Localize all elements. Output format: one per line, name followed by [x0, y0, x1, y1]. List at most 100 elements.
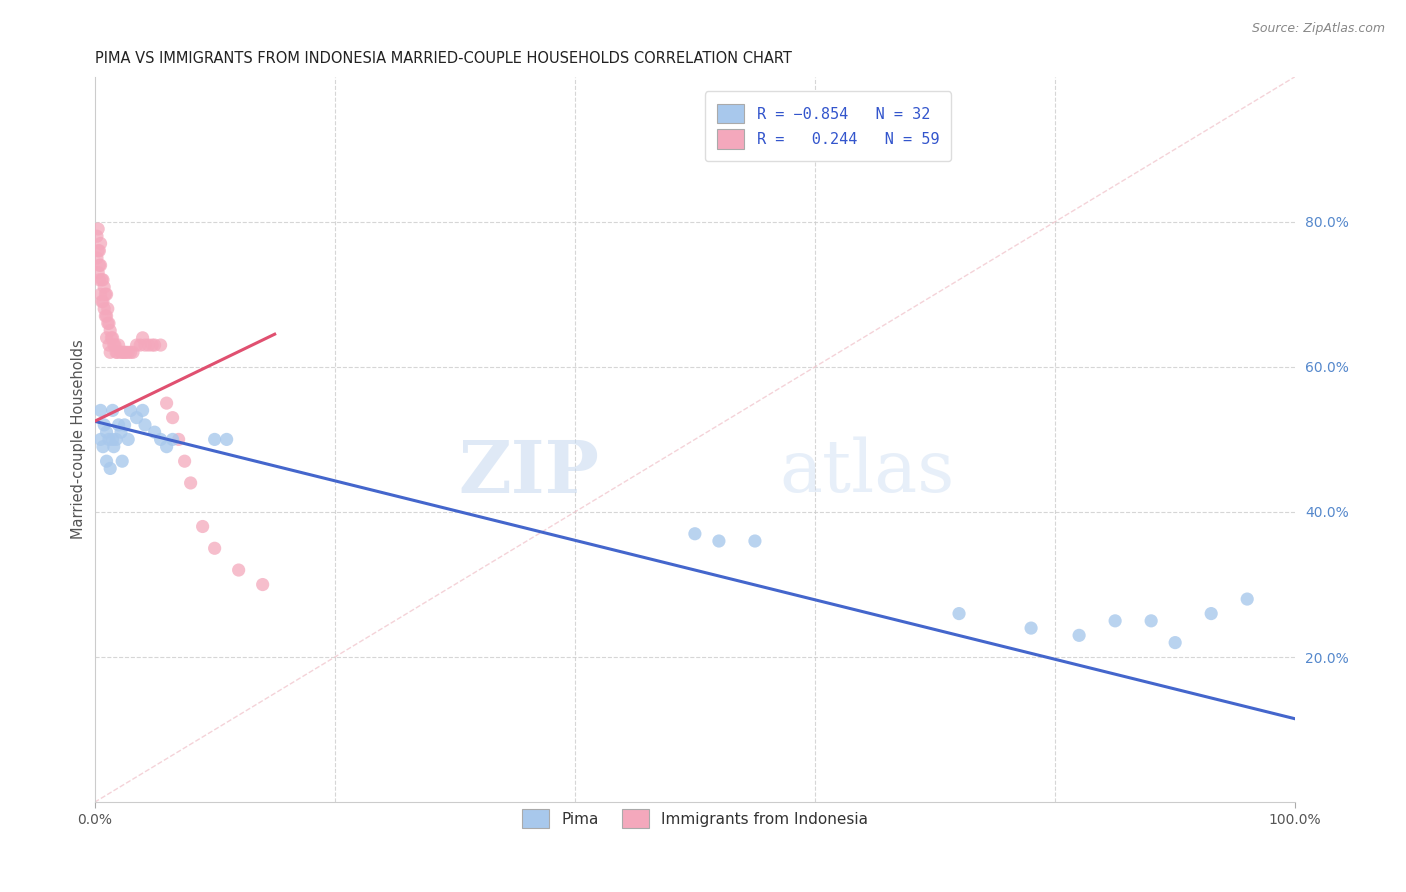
Point: [683, 526, 706, 541]
Point: [98, 316, 121, 330]
Y-axis label: Married-couple Households: Married-couple Households: [72, 340, 86, 540]
Point: [86, 229, 108, 244]
Point: [91, 294, 114, 309]
Point: [707, 534, 730, 549]
Point: [125, 338, 148, 352]
Point: [98, 433, 121, 447]
Point: [143, 425, 166, 439]
Point: [143, 338, 166, 352]
Point: [114, 345, 136, 359]
Point: [204, 541, 226, 556]
Point: [93, 280, 115, 294]
Point: [156, 396, 179, 410]
Point: [1199, 607, 1222, 621]
Text: ZIP: ZIP: [458, 436, 599, 508]
Point: [117, 345, 139, 359]
Point: [1019, 621, 1042, 635]
Point: [89, 258, 111, 272]
Point: [105, 345, 128, 359]
Text: Source: ZipAtlas.com: Source: ZipAtlas.com: [1251, 22, 1385, 36]
Point: [100, 331, 122, 345]
Point: [93, 417, 115, 432]
Point: [141, 338, 163, 352]
Point: [98, 324, 121, 338]
Point: [167, 433, 190, 447]
Point: [129, 338, 152, 352]
Point: [114, 417, 136, 432]
Point: [117, 433, 139, 447]
Point: [191, 519, 214, 533]
Point: [98, 461, 121, 475]
Point: [120, 345, 142, 359]
Point: [180, 475, 202, 490]
Text: PIMA VS IMMIGRANTS FROM INDONESIA MARRIED-COUPLE HOUSEHOLDS CORRELATION CHART: PIMA VS IMMIGRANTS FROM INDONESIA MARRIE…: [94, 51, 792, 66]
Point: [105, 345, 128, 359]
Legend: Pima, Immigrants from Indonesia: Pima, Immigrants from Indonesia: [516, 803, 875, 835]
Point: [97, 316, 120, 330]
Point: [131, 403, 153, 417]
Point: [1140, 614, 1163, 628]
Point: [97, 301, 120, 316]
Point: [104, 338, 127, 352]
Point: [101, 403, 124, 417]
Point: [96, 287, 118, 301]
Point: [744, 534, 766, 549]
Point: [98, 338, 121, 352]
Point: [86, 251, 108, 265]
Point: [1236, 592, 1258, 607]
Point: [103, 338, 125, 352]
Text: atlas: atlas: [779, 437, 955, 508]
Point: [111, 454, 134, 468]
Point: [91, 273, 114, 287]
Point: [110, 425, 132, 439]
Point: [138, 338, 160, 352]
Point: [89, 244, 111, 258]
Point: [228, 563, 250, 577]
Point: [173, 454, 195, 468]
Point: [107, 338, 129, 352]
Point: [215, 433, 238, 447]
Point: [149, 433, 172, 447]
Point: [93, 301, 115, 316]
Point: [1164, 635, 1187, 649]
Point: [90, 273, 112, 287]
Point: [122, 345, 145, 359]
Point: [90, 287, 112, 301]
Point: [96, 425, 118, 439]
Point: [96, 331, 118, 345]
Point: [101, 331, 124, 345]
Point: [1069, 628, 1091, 642]
Point: [90, 294, 112, 309]
Point: [162, 433, 184, 447]
Point: [134, 417, 156, 432]
Point: [87, 244, 110, 258]
Point: [96, 309, 118, 323]
Point: [103, 440, 125, 454]
Point: [114, 345, 136, 359]
Point: [96, 454, 118, 468]
Point: [111, 345, 134, 359]
Point: [90, 433, 112, 447]
Point: [94, 287, 117, 301]
Point: [149, 338, 172, 352]
Point: [98, 345, 121, 359]
Point: [110, 345, 132, 359]
Point: [89, 273, 111, 287]
Point: [156, 440, 179, 454]
Point: [162, 410, 184, 425]
Point: [87, 222, 110, 236]
Point: [204, 433, 226, 447]
Point: [87, 266, 110, 280]
Point: [252, 577, 274, 591]
Point: [91, 440, 114, 454]
Point: [90, 403, 112, 417]
Point: [120, 403, 142, 417]
Point: [134, 338, 156, 352]
Point: [125, 410, 148, 425]
Point: [948, 607, 970, 621]
Point: [94, 309, 117, 323]
Point: [105, 433, 128, 447]
Point: [90, 258, 112, 272]
Point: [1104, 614, 1126, 628]
Point: [131, 331, 153, 345]
